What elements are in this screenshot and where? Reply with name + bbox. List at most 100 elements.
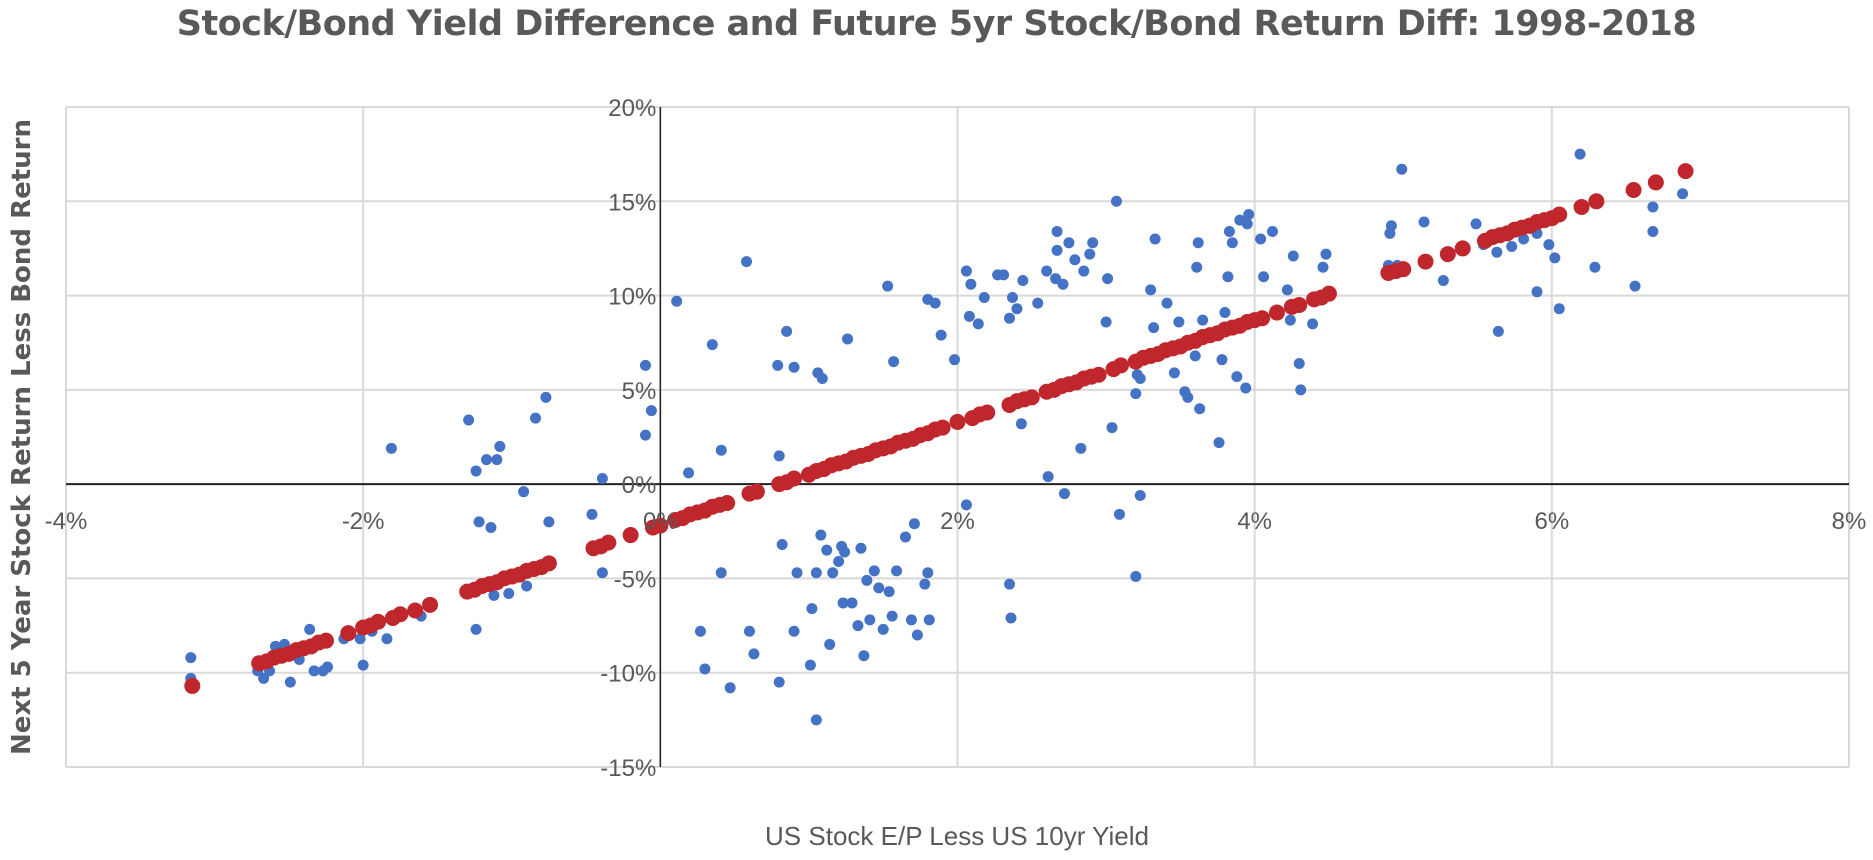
- blue-data-point: [1130, 388, 1142, 400]
- blue-data-point: [1216, 354, 1228, 366]
- blue-data-point: [1553, 303, 1565, 315]
- blue-data-point: [1042, 471, 1054, 483]
- blue-data-point: [1011, 303, 1023, 315]
- blue-data-point: [1113, 508, 1125, 520]
- blue-data-point: [586, 508, 598, 520]
- blue-data-point: [671, 295, 683, 307]
- blue-data-point: [1032, 297, 1044, 309]
- blue-data-point: [1004, 578, 1016, 590]
- blue-data-point: [596, 567, 608, 579]
- blue-data-point: [861, 574, 873, 586]
- blue-data-point: [1057, 278, 1069, 290]
- red-data-point: [934, 419, 951, 436]
- blue-data-point: [258, 672, 270, 684]
- blue-data-point: [858, 650, 870, 662]
- x-tick-label: 2%: [940, 508, 975, 535]
- red-data-point: [949, 413, 966, 430]
- blue-data-point: [715, 567, 727, 579]
- blue-data-point: [596, 472, 608, 484]
- blue-data-point: [1255, 233, 1267, 245]
- blue-data-point: [639, 429, 651, 441]
- blue-data-point: [521, 580, 533, 592]
- blue-data-point: [518, 486, 530, 498]
- blue-data-point: [1006, 291, 1018, 303]
- blue-data-point: [911, 629, 923, 641]
- blue-data-point: [1192, 237, 1204, 249]
- blue-data-point: [773, 450, 785, 462]
- blue-data-point: [978, 291, 990, 303]
- blue-data-point: [960, 265, 972, 277]
- blue-data-point: [842, 333, 854, 345]
- red-data-point: [1268, 304, 1285, 321]
- red-data-point: [1320, 285, 1337, 302]
- blue-data-point: [908, 518, 920, 530]
- blue-data-point: [1130, 571, 1142, 583]
- blue-data-point: [873, 582, 885, 594]
- blue-data-point: [1004, 312, 1016, 324]
- red-data-point: [1291, 297, 1308, 313]
- red-data-point: [1023, 389, 1040, 406]
- blue-data-point: [1087, 237, 1099, 249]
- red-data-point: [1573, 198, 1590, 215]
- blue-data-point: [960, 499, 972, 511]
- blue-data-point: [846, 597, 858, 609]
- blue-data-point: [1051, 244, 1063, 256]
- blue-data-point: [645, 405, 657, 417]
- blue-data-point: [1647, 225, 1659, 237]
- blue-data-point: [1437, 274, 1449, 286]
- blue-data-point: [1266, 225, 1278, 237]
- blue-data-point: [855, 542, 867, 554]
- blue-data-point: [357, 659, 369, 671]
- blue-data-point: [1148, 322, 1160, 334]
- red-data-point: [407, 602, 424, 619]
- blue-data-point: [1320, 248, 1332, 260]
- blue-data-point: [1226, 237, 1238, 249]
- blue-data-point: [639, 359, 651, 371]
- blue-data-point: [837, 597, 849, 609]
- blue-data-point: [284, 676, 296, 688]
- red-data-point: [370, 613, 387, 630]
- blue-data-point: [1063, 237, 1075, 249]
- blue-data-point: [1243, 208, 1255, 220]
- red-data-point: [719, 495, 736, 511]
- tick-labels: -4% -2% 0% 2% 4% 6% 8% -15% -10% -5% 0% 5% 10% 15% 20%: [45, 95, 1867, 782]
- blue-data-point: [972, 318, 984, 330]
- blue-data-point: [935, 329, 947, 341]
- blue-data-point: [1149, 233, 1161, 245]
- blue-data-point: [540, 391, 552, 403]
- blue-data-point: [304, 623, 316, 635]
- blue-data-point: [1051, 225, 1063, 237]
- blue-data-point: [1549, 252, 1561, 264]
- blue-data-point: [683, 467, 695, 479]
- y-tick-label: 15%: [608, 189, 656, 216]
- blue-data-point: [899, 531, 911, 543]
- blue-data-point: [827, 567, 839, 579]
- blue-data-point: [1041, 265, 1053, 277]
- axes: [66, 107, 1849, 767]
- blue-data-point: [1223, 225, 1235, 237]
- blue-data-point: [1418, 216, 1430, 228]
- blue-data-point: [1222, 271, 1234, 283]
- blue-data-point: [1110, 195, 1122, 207]
- blue-data-point: [1050, 273, 1062, 285]
- blue-data-point: [1219, 307, 1231, 319]
- x-tick-label: 8%: [1832, 508, 1867, 535]
- blue-data-point: [1317, 261, 1329, 273]
- blue-data-point: [1102, 273, 1114, 285]
- y-axis-label: Next 5 Year Stock Return Less Bond Retur…: [7, 119, 37, 755]
- blue-data-point: [1084, 248, 1096, 260]
- blue-data-point: [1015, 418, 1027, 430]
- blue-data-point: [385, 442, 397, 454]
- blue-data-point: [748, 648, 760, 660]
- blue-data-point: [694, 625, 706, 637]
- blue-data-point: [699, 663, 711, 675]
- blue-data-point: [1197, 314, 1209, 326]
- blue-data-point: [1385, 220, 1397, 232]
- blue-data-point: [1629, 280, 1641, 292]
- blue-data-point: [776, 538, 788, 550]
- x-tick-label: 4%: [1237, 508, 1272, 535]
- blue-data-point: [1134, 489, 1146, 501]
- blue-data-point: [1145, 284, 1157, 296]
- series-red-points: [184, 163, 1694, 694]
